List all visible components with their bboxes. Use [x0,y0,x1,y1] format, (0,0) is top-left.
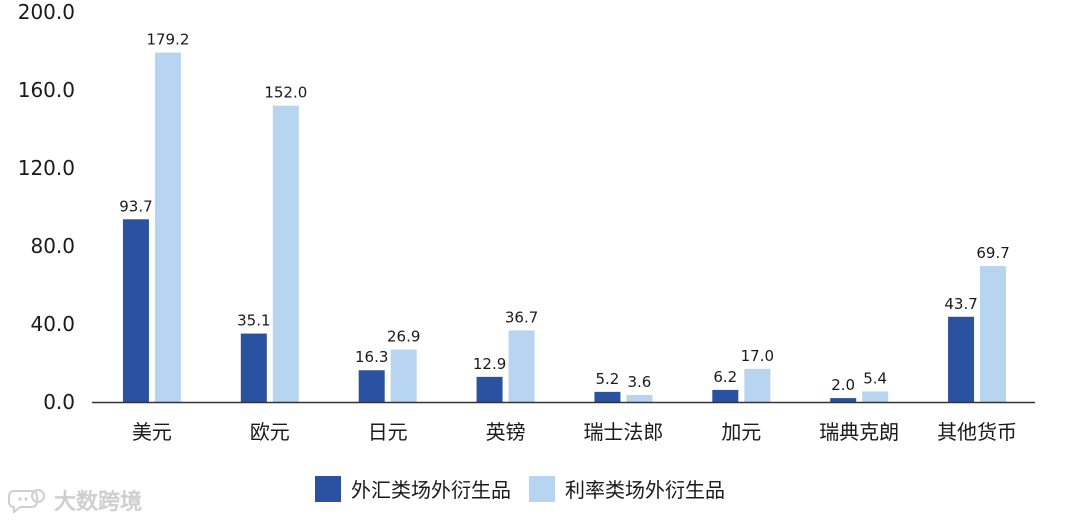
x-axis: 美元 欧元 日元 英镑 瑞士法郎 加元 瑞典克朗 其他货币 [92,401,1035,444]
bar [712,389,739,402]
watermark: 大数跨境 [8,484,142,516]
bar-value-label: 12.9 [473,355,506,373]
y-tick-label: 40.0 [30,312,75,336]
bar-value-label: 26.9 [387,328,420,346]
bar [154,52,181,403]
legend-swatch-rate [529,475,555,502]
bar [476,376,503,402]
bar [744,368,771,402]
legend-label-rate: 利率类场外衍生品 [565,478,725,502]
bars [122,52,1007,403]
bar-value-label: 35.1 [237,312,270,330]
bar [508,330,535,402]
bar [830,398,857,402]
bar-value-label: 179.2 [146,31,189,49]
legend-item-fx: 外汇类场外衍生品 [315,474,511,503]
bar-value-label: 5.4 [863,369,887,387]
bar-value-label: 93.7 [119,197,152,215]
bar [390,349,417,402]
x-tick-label: 瑞典克朗 [819,420,899,444]
bar [272,105,299,402]
bar [358,370,385,402]
y-tick-label: 160.0 [18,78,75,102]
bar [626,394,653,402]
bar [594,391,621,402]
y-axis: 0.0 40.0 80.0 120.0 160.0 200.0 [18,0,75,414]
legend-swatch-fx [315,475,341,502]
bar-value-label: 16.3 [355,348,388,366]
bar-value-label: 3.6 [628,373,652,391]
bar-value-label: 2.0 [831,376,855,394]
watermark-text: 大数跨境 [54,490,143,515]
chat-bubble-logo-icon [8,489,45,513]
bar [948,316,975,402]
x-tick-label: 瑞士法郎 [583,420,663,444]
x-tick-label: 日元 [368,420,408,444]
bar [240,333,267,402]
y-tick-label: 200.0 [18,0,75,24]
x-tick-label: 英镑 [486,420,526,444]
bar [122,219,149,402]
legend-label-fx: 外汇类场外衍生品 [351,478,511,502]
bar [862,391,889,402]
data-labels: 93.7 179.2 35.1 152.0 16.3 26.9 12.9 36.7 5.2 3.6… [119,31,1010,395]
bar-value-label: 6.2 [713,368,737,386]
y-tick-label: 80.0 [30,234,75,258]
bar-value-label: 5.2 [596,370,620,388]
x-tick-label: 加元 [721,420,761,444]
y-tick-label: 120.0 [18,156,75,180]
legend: 外汇类场外衍生品 利率类场外衍生品 [315,474,725,503]
bar-chart: 0.0 40.0 80.0 120.0 160.0 200.0 93.7 179.2 35.1… [18,0,1035,444]
legend-item-rate: 利率类场外衍生品 [529,474,725,503]
bar-value-label: 43.7 [944,295,977,313]
bar-value-label: 69.7 [976,244,1009,262]
y-tick-label: 0.0 [43,390,75,414]
bar-value-label: 36.7 [505,308,538,326]
bar-value-label: 17.0 [741,347,774,365]
bar [980,266,1007,402]
x-tick-label: 美元 [132,420,172,444]
x-tick-label: 欧元 [250,420,290,444]
x-tick-label: 其他货币 [937,420,1017,444]
bar-value-label: 152.0 [264,84,307,102]
